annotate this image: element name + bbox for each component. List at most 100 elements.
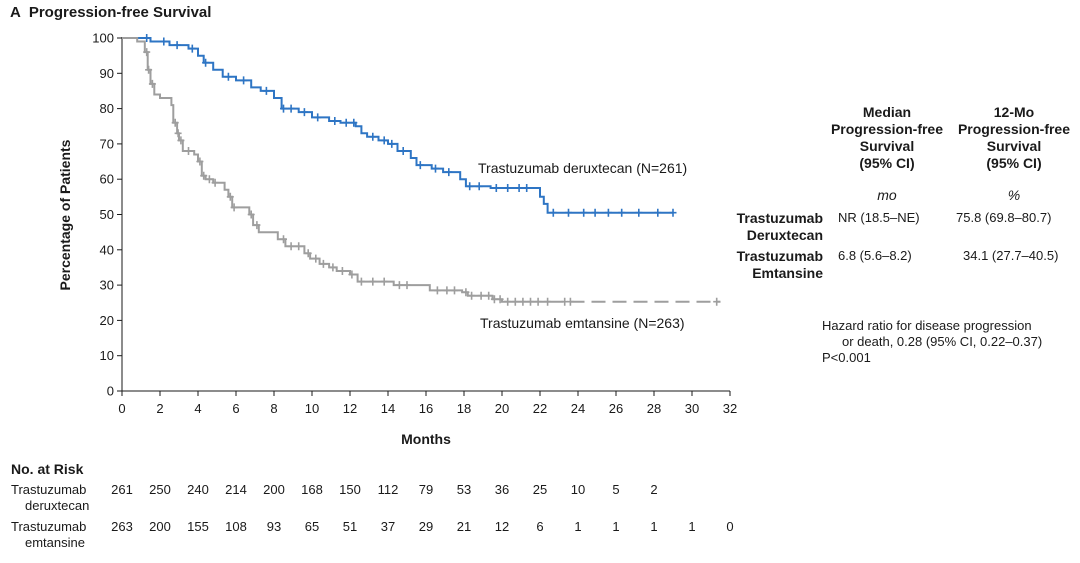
censor-mark-emtansine	[403, 281, 411, 290]
censor-mark-deruxtecan	[654, 208, 662, 217]
censor-mark-deruxtecan	[591, 208, 599, 217]
censor-mark-deruxtecan	[549, 208, 557, 217]
y-tick-label: 20	[100, 313, 114, 328]
panel-letter: A	[10, 4, 21, 21]
risk-value: 1	[612, 519, 620, 534]
censor-mark-emtansine	[304, 249, 312, 258]
censor-mark-deruxtecan	[565, 208, 572, 217]
risk-value: 0	[726, 519, 734, 534]
censor-mark-emtansine	[295, 242, 303, 251]
censor-mark-emtansine	[468, 291, 476, 300]
risk-value: 21	[456, 519, 472, 534]
risk-value: 1	[650, 519, 658, 534]
censor-mark-emtansine	[433, 286, 441, 295]
censor-mark-emtansine	[395, 281, 403, 290]
censor-mark-deruxtecan	[342, 118, 350, 127]
pfs12-emtansine: 34.1 (27.7–40.5)	[963, 248, 1059, 263]
risk-label-line: Trastuzumab	[11, 482, 87, 497]
censor-mark-deruxtecan	[350, 118, 358, 127]
col-header-12mo: 12-Mo Progression-free Survival (95% CI)	[950, 104, 1078, 172]
censor-mark-deruxtecan	[416, 161, 424, 170]
censor-mark-deruxtecan	[188, 44, 196, 53]
censor-mark-deruxtecan	[160, 37, 168, 46]
risk-value: 51	[342, 519, 358, 534]
censor-mark-emtansine	[519, 297, 527, 306]
censor-mark-deruxtecan	[369, 132, 377, 141]
risk-value: 250	[149, 482, 171, 497]
hazard-ratio-note: Hazard ratio for disease progression or …	[822, 318, 1072, 366]
risk-value: 200	[263, 482, 285, 497]
row-label-deruxtecan: Trastuzumab Deruxtecan	[700, 210, 823, 244]
censor-mark-deruxtecan	[399, 147, 407, 155]
risk-value: 37	[380, 519, 396, 534]
censor-mark-emtansine	[143, 48, 151, 57]
censor-mark-deruxtecan	[445, 168, 453, 177]
censor-mark-emtansine	[177, 136, 185, 145]
risk-value: 25	[532, 482, 548, 497]
censor-mark-emtansine	[713, 297, 721, 306]
censor-mark-deruxtecan	[618, 208, 626, 217]
row-label-line: Deruxtecan	[746, 227, 823, 243]
censor-mark-deruxtecan	[240, 76, 248, 85]
censor-mark-emtansine	[226, 192, 234, 201]
col2-header-line: Survival	[986, 138, 1042, 154]
y-tick-label: 10	[100, 348, 114, 363]
y-tick-label: 40	[100, 242, 114, 257]
risk-value: 1	[688, 519, 696, 534]
censor-mark-deruxtecan	[604, 208, 612, 217]
x-tick-label: 12	[343, 401, 357, 416]
y-tick-label: 50	[100, 207, 114, 222]
col-header-median: Median Progression-free Survival (95% CI…	[826, 104, 948, 172]
censor-mark-deruxtecan	[280, 104, 287, 113]
series-label-deruxtecan: Trastuzumab deruxtecan (N=261)	[478, 160, 687, 176]
x-tick-label: 2	[156, 401, 163, 416]
x-tick-label: 20	[495, 401, 509, 416]
x-tick-label: 22	[533, 401, 547, 416]
censor-mark-emtansine	[544, 297, 552, 306]
censor-mark-emtansine	[380, 277, 388, 286]
censor-mark-emtansine	[145, 65, 153, 74]
x-tick-label: 6	[232, 401, 239, 416]
y-tick-label: 100	[92, 31, 114, 46]
censor-mark-emtansine	[185, 147, 192, 155]
risk-value: 53	[456, 482, 472, 497]
risk-label-line: emtansine	[25, 535, 85, 550]
risk-row-label-emtansine: Trastuzumab emtansine	[11, 519, 86, 551]
risk-value: 263	[111, 519, 133, 534]
risk-label-line: deruxtecan	[25, 498, 90, 513]
x-tick-label: 10	[305, 401, 319, 416]
x-tick-label: 14	[381, 401, 395, 416]
row-label-line: Trastuzumab	[736, 210, 823, 226]
row-label-line: Trastuzumab	[736, 248, 823, 264]
col1-header-line: (95% CI)	[859, 155, 915, 171]
col1-header-line: Progression-free	[830, 121, 944, 137]
x-tick-label: 32	[723, 401, 737, 416]
x-tick-label: 16	[419, 401, 433, 416]
censor-mark-emtansine	[329, 263, 337, 272]
hazard-ratio-line: or death, 0.28 (95% CI, 0.22–0.37)	[842, 334, 1043, 349]
censor-mark-emtansine	[534, 297, 542, 306]
x-tick-label: 30	[685, 401, 699, 416]
risk-value: 12	[494, 519, 510, 534]
censor-mark-deruxtecan	[202, 58, 210, 67]
risk-value: 108	[225, 519, 247, 534]
censor-mark-emtansine	[477, 291, 485, 300]
censor-mark-deruxtecan	[432, 164, 439, 173]
censor-mark-emtansine	[462, 288, 470, 297]
risk-value: 200	[149, 519, 171, 534]
censor-mark-deruxtecan	[314, 113, 322, 122]
risk-value: 214	[225, 482, 247, 497]
panel-title: A Progression-free Survival	[10, 4, 211, 21]
row-label-emtansine: Trastuzumab Emtansine	[700, 248, 823, 282]
censor-mark-deruxtecan	[515, 184, 523, 192]
censor-mark-emtansine	[200, 171, 208, 180]
censor-mark-emtansine	[443, 286, 451, 295]
censor-mark-emtansine	[253, 221, 261, 230]
censor-mark-emtansine	[196, 157, 204, 166]
col1-header-line: Median	[862, 104, 912, 120]
risk-value: 168	[301, 482, 323, 497]
x-axis-title: Months	[401, 431, 451, 447]
censor-mark-emtansine	[338, 267, 346, 275]
risk-value: 112	[377, 482, 399, 497]
